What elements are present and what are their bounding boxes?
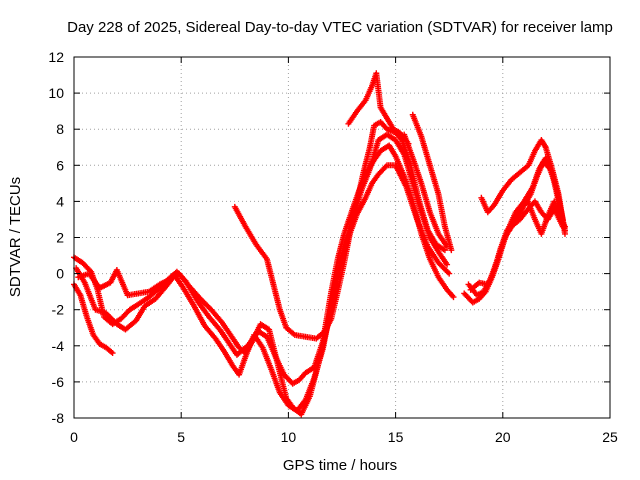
series-track-4 [75,131,451,418]
data-point [441,247,448,254]
data-point [450,294,457,301]
y-tick-label: 10 [48,85,64,101]
chart-title: Day 228 of 2025, Sidereal Day-to-day VTE… [67,19,613,36]
y-tick-label: 8 [56,121,64,137]
y-tick-label: 4 [56,193,64,209]
x-axis-label: GPS time / hours [283,457,397,474]
x-tick-label: 20 [495,429,511,445]
series-track-8 [409,111,455,254]
data-point [448,247,455,254]
y-tick-label: 6 [56,157,64,173]
data-points [71,70,568,418]
y-tick-label: 2 [56,230,64,246]
axis-ticks: 0 5 10 15 20 25 -8 -6 -4 -2 0 2 4 6 8 10 12 [48,49,618,445]
x-tick-label: 5 [177,429,185,445]
x-tick-label: 0 [70,429,78,445]
y-tick-label: 12 [48,49,64,65]
series-track-12 [478,137,568,237]
data-point [109,350,116,357]
data-point [108,348,115,355]
series-track-5 [231,118,448,342]
data-point [561,223,568,230]
y-tick-label: -6 [52,374,65,390]
series-track-13 [506,194,568,237]
data-point [446,270,453,277]
y-tick-label: 0 [56,266,64,282]
y-tick-label: -4 [52,338,65,354]
data-point [561,230,568,237]
data-point [382,163,389,170]
x-tick-label: 25 [602,429,618,445]
y-tick-label: -8 [52,410,65,426]
y-tick-label: -2 [52,302,65,318]
x-tick-label: 10 [281,429,297,445]
y-axis-label: SDTVAR / TECUs [7,177,24,297]
x-tick-label: 15 [388,429,404,445]
series-track-3 [73,162,453,414]
series-track-7 [401,131,451,250]
data-point [444,261,451,268]
